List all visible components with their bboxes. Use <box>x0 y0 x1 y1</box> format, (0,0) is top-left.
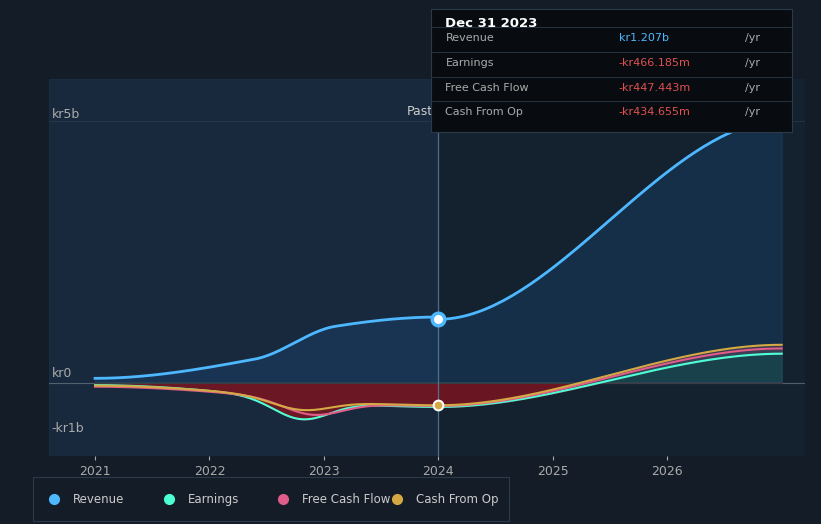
Text: Revenue: Revenue <box>73 493 125 506</box>
Bar <box>438 79 805 456</box>
Text: -kr1b: -kr1b <box>52 422 85 435</box>
Text: Cash From Op: Cash From Op <box>416 493 498 506</box>
Text: Analysts Forecasts: Analysts Forecasts <box>444 105 561 118</box>
Text: /yr: /yr <box>745 107 760 117</box>
Text: Earnings: Earnings <box>446 58 494 68</box>
Text: -kr447.443m: -kr447.443m <box>619 83 691 93</box>
Text: /yr: /yr <box>745 83 760 93</box>
Text: -kr434.655m: -kr434.655m <box>619 107 690 117</box>
Text: Earnings: Earnings <box>188 493 239 506</box>
Text: Revenue: Revenue <box>446 34 494 43</box>
Text: Cash From Op: Cash From Op <box>446 107 523 117</box>
Text: -kr466.185m: -kr466.185m <box>619 58 690 68</box>
Text: Past: Past <box>406 105 433 118</box>
Text: kr1.207b: kr1.207b <box>619 34 669 43</box>
Text: kr5b: kr5b <box>52 107 80 121</box>
Text: Free Cash Flow: Free Cash Flow <box>302 493 390 506</box>
Text: kr0: kr0 <box>52 367 72 380</box>
Text: Free Cash Flow: Free Cash Flow <box>446 83 529 93</box>
Bar <box>49 79 438 456</box>
Text: /yr: /yr <box>745 58 760 68</box>
Text: Dec 31 2023: Dec 31 2023 <box>446 17 538 30</box>
Text: /yr: /yr <box>745 34 760 43</box>
